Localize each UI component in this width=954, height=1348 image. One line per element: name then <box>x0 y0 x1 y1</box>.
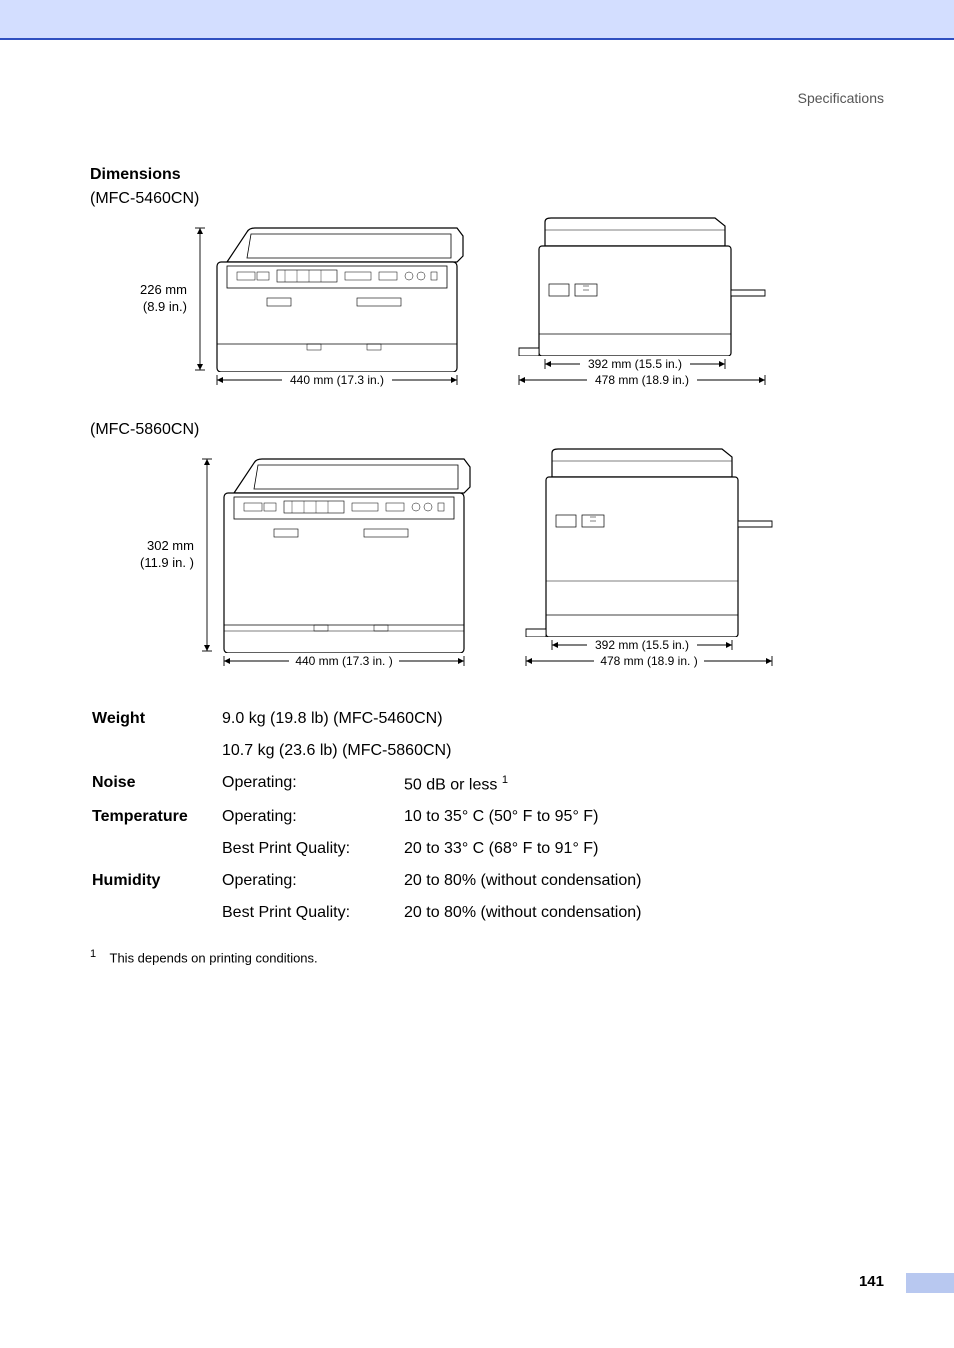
spec-label <box>92 834 220 864</box>
spec-label: Temperature <box>92 802 220 832</box>
footnote: 1 This depends on printing conditions. <box>90 948 884 965</box>
spec-label: Noise <box>92 768 220 800</box>
spec-value: 10 to 35° C (50° F to 95° F) <box>404 802 651 832</box>
page-number: 141 <box>859 1273 884 1290</box>
spec-value: 20 to 33° C (68° F to 91° F) <box>404 834 651 864</box>
svg-text:478 mm (18.9 in. ): 478 mm (18.9 in. ) <box>600 654 697 668</box>
svg-text:392 mm (15.5 in.): 392 mm (15.5 in.) <box>595 638 689 652</box>
spec-sublabel: 10.7 kg (23.6 lb) (MFC-5860CN) <box>222 736 651 766</box>
spec-label <box>92 898 220 928</box>
model-label: (MFC-5460CN) <box>90 190 884 208</box>
svg-text:478 mm (18.9 in.): 478 mm (18.9 in.) <box>595 373 689 387</box>
svg-text:392 mm (15.5 in.): 392 mm (15.5 in.) <box>588 357 682 371</box>
spec-sublabel: Operating: <box>222 866 402 896</box>
spec-label: Weight <box>92 704 220 734</box>
footnote-number: 1 <box>90 948 96 960</box>
svg-text:440 mm (17.3 in. ): 440 mm (17.3 in. ) <box>295 654 392 668</box>
spec-label <box>92 736 220 766</box>
model-label: (MFC-5860CN) <box>90 421 884 439</box>
diagram-row: 226 mm(8.9 in.) 440 mm (17.3 in.) 392 mm … <box>90 216 884 403</box>
spec-sublabel: Operating: <box>222 802 402 832</box>
dimensions-title: Dimensions <box>90 166 884 184</box>
footnote-text: This depends on printing conditions. <box>110 951 318 966</box>
page-tab <box>906 1273 954 1293</box>
spec-sublabel: Operating: <box>222 768 402 800</box>
spec-sublabel: Best Print Quality: <box>222 834 402 864</box>
svg-text:440 mm (17.3 in.): 440 mm (17.3 in.) <box>290 373 384 387</box>
section-header: Specifications <box>90 90 884 106</box>
height-label: 302 mm(11.9 in. ) <box>140 538 194 572</box>
spec-value: 50 dB or less 1 <box>404 768 651 800</box>
height-label: 226 mm(8.9 in.) <box>140 282 187 316</box>
specs-table: Weight9.0 kg (19.8 lb) (MFC-5460CN)10.7 … <box>90 702 653 930</box>
page-content: Specifications Dimensions (MFC-5460CN) 2… <box>0 40 954 1320</box>
spec-sublabel: Best Print Quality: <box>222 898 402 928</box>
spec-sublabel: 9.0 kg (19.8 lb) (MFC-5460CN) <box>222 704 651 734</box>
spec-value: 20 to 80% (without condensation) <box>404 898 651 928</box>
spec-label: Humidity <box>92 866 220 896</box>
spec-value: 20 to 80% (without condensation) <box>404 866 651 896</box>
top-bar <box>0 0 954 40</box>
diagram-row: 302 mm(11.9 in. ) 440 mm (17.3 in. ) 392 … <box>90 447 884 684</box>
